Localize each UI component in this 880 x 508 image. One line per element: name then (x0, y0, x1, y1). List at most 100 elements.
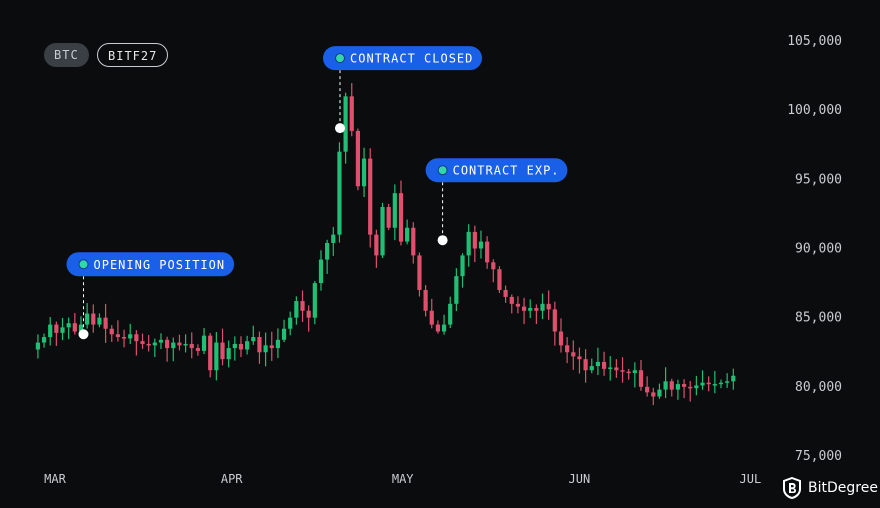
candle-body (60, 327, 65, 333)
candle-body (441, 324, 447, 332)
candle-body (41, 337, 47, 343)
candle-body (485, 241, 490, 263)
candle-body (528, 307, 533, 311)
candle-body (669, 381, 674, 390)
candle-body (121, 337, 127, 339)
candle-body (546, 303, 551, 310)
candle-body (85, 313, 90, 325)
candle-body (245, 341, 250, 350)
brand-logo: BitDegree (782, 477, 878, 499)
candle-body (405, 227, 410, 242)
candle-body (183, 343, 188, 346)
candle-body (583, 359, 588, 371)
y-tick-label: 90,000 (795, 242, 842, 257)
candle-body (294, 301, 299, 318)
candle-body (638, 370, 644, 387)
candle-body (521, 306, 527, 311)
candle-body (214, 342, 219, 371)
candle-body (275, 339, 281, 349)
x-tick-label: JUN (569, 472, 591, 486)
candle-body (226, 348, 231, 360)
candle-body (318, 259, 324, 284)
candle-body (374, 234, 379, 256)
annotation-label: OPENING POSITION (94, 258, 226, 272)
candles (35, 83, 736, 406)
candle-body (725, 381, 730, 383)
candle-body (134, 334, 139, 342)
candle-body (306, 310, 311, 318)
candle-body (577, 356, 582, 360)
candle-body (460, 255, 465, 277)
candle-body (269, 345, 274, 349)
candle-body (331, 234, 336, 243)
candle-body (509, 296, 514, 304)
candle-body (361, 158, 367, 187)
candle-body (423, 290, 428, 311)
candle-body (171, 342, 176, 349)
y-tick-label: 80,000 (795, 380, 842, 395)
asset-ticker-badge[interactable]: BTC (44, 43, 89, 67)
candle-body (478, 241, 484, 249)
candle-body (337, 151, 342, 235)
candle-body (392, 193, 397, 228)
candle-body (128, 334, 133, 339)
x-tick-label: JUL (740, 472, 762, 486)
candle-body (731, 375, 736, 382)
candle-body (281, 328, 287, 340)
candle-body (109, 328, 114, 335)
candle-body (54, 324, 59, 333)
y-tick-label: 85,000 (795, 311, 842, 326)
candle-body (706, 382, 711, 385)
candle-body (312, 283, 317, 318)
candle-body (620, 370, 625, 372)
candle-body (152, 342, 157, 346)
candle-body (220, 342, 225, 360)
candle-body (681, 384, 687, 387)
candle-body (35, 342, 40, 350)
annotation-badge (323, 46, 482, 71)
candle-body (429, 310, 434, 325)
candle-body (355, 130, 361, 187)
candle-body (177, 342, 182, 346)
annotation-badge (66, 252, 235, 277)
bitdegree-shield-icon (783, 477, 801, 499)
candle-body (398, 193, 404, 242)
candle-body (91, 313, 96, 325)
candle-body (712, 384, 717, 386)
candle-body (288, 317, 293, 329)
candle-body (558, 331, 564, 346)
candle-body (663, 381, 668, 390)
candle-body (688, 386, 693, 389)
annotation-point (78, 329, 89, 340)
candle-body (565, 345, 570, 353)
candle-body (448, 303, 453, 325)
annotation-dot-icon (335, 53, 345, 64)
candle-body (472, 231, 477, 249)
candle-body (78, 324, 84, 332)
annotation-point (437, 235, 448, 246)
candle-body (208, 335, 213, 371)
candle-body (411, 227, 416, 256)
candle-body (201, 335, 207, 351)
contract-ticker-badge[interactable]: BITF27 (97, 43, 169, 67)
candle-body (694, 385, 699, 389)
candle-body (503, 290, 508, 297)
candle-body (552, 309, 557, 332)
annotation-callout: OPENING POSITION (66, 252, 235, 340)
candle-body (48, 324, 53, 338)
candle-body (386, 207, 391, 228)
candle-body (601, 361, 607, 369)
y-tick-label: 75,000 (795, 449, 842, 464)
candle-body (608, 367, 613, 369)
candle-body (195, 348, 201, 351)
y-tick-label: 100,000 (787, 103, 842, 118)
candle-body (103, 317, 108, 329)
candle-body (700, 382, 705, 386)
candle-body (534, 307, 539, 311)
x-tick-label: MAY (392, 472, 414, 486)
candle-body (595, 361, 601, 367)
annotation-callout: CONTRACT CLOSED (323, 46, 482, 134)
candle-body (232, 343, 237, 349)
candle-body (417, 255, 422, 290)
candle-body (300, 301, 305, 311)
